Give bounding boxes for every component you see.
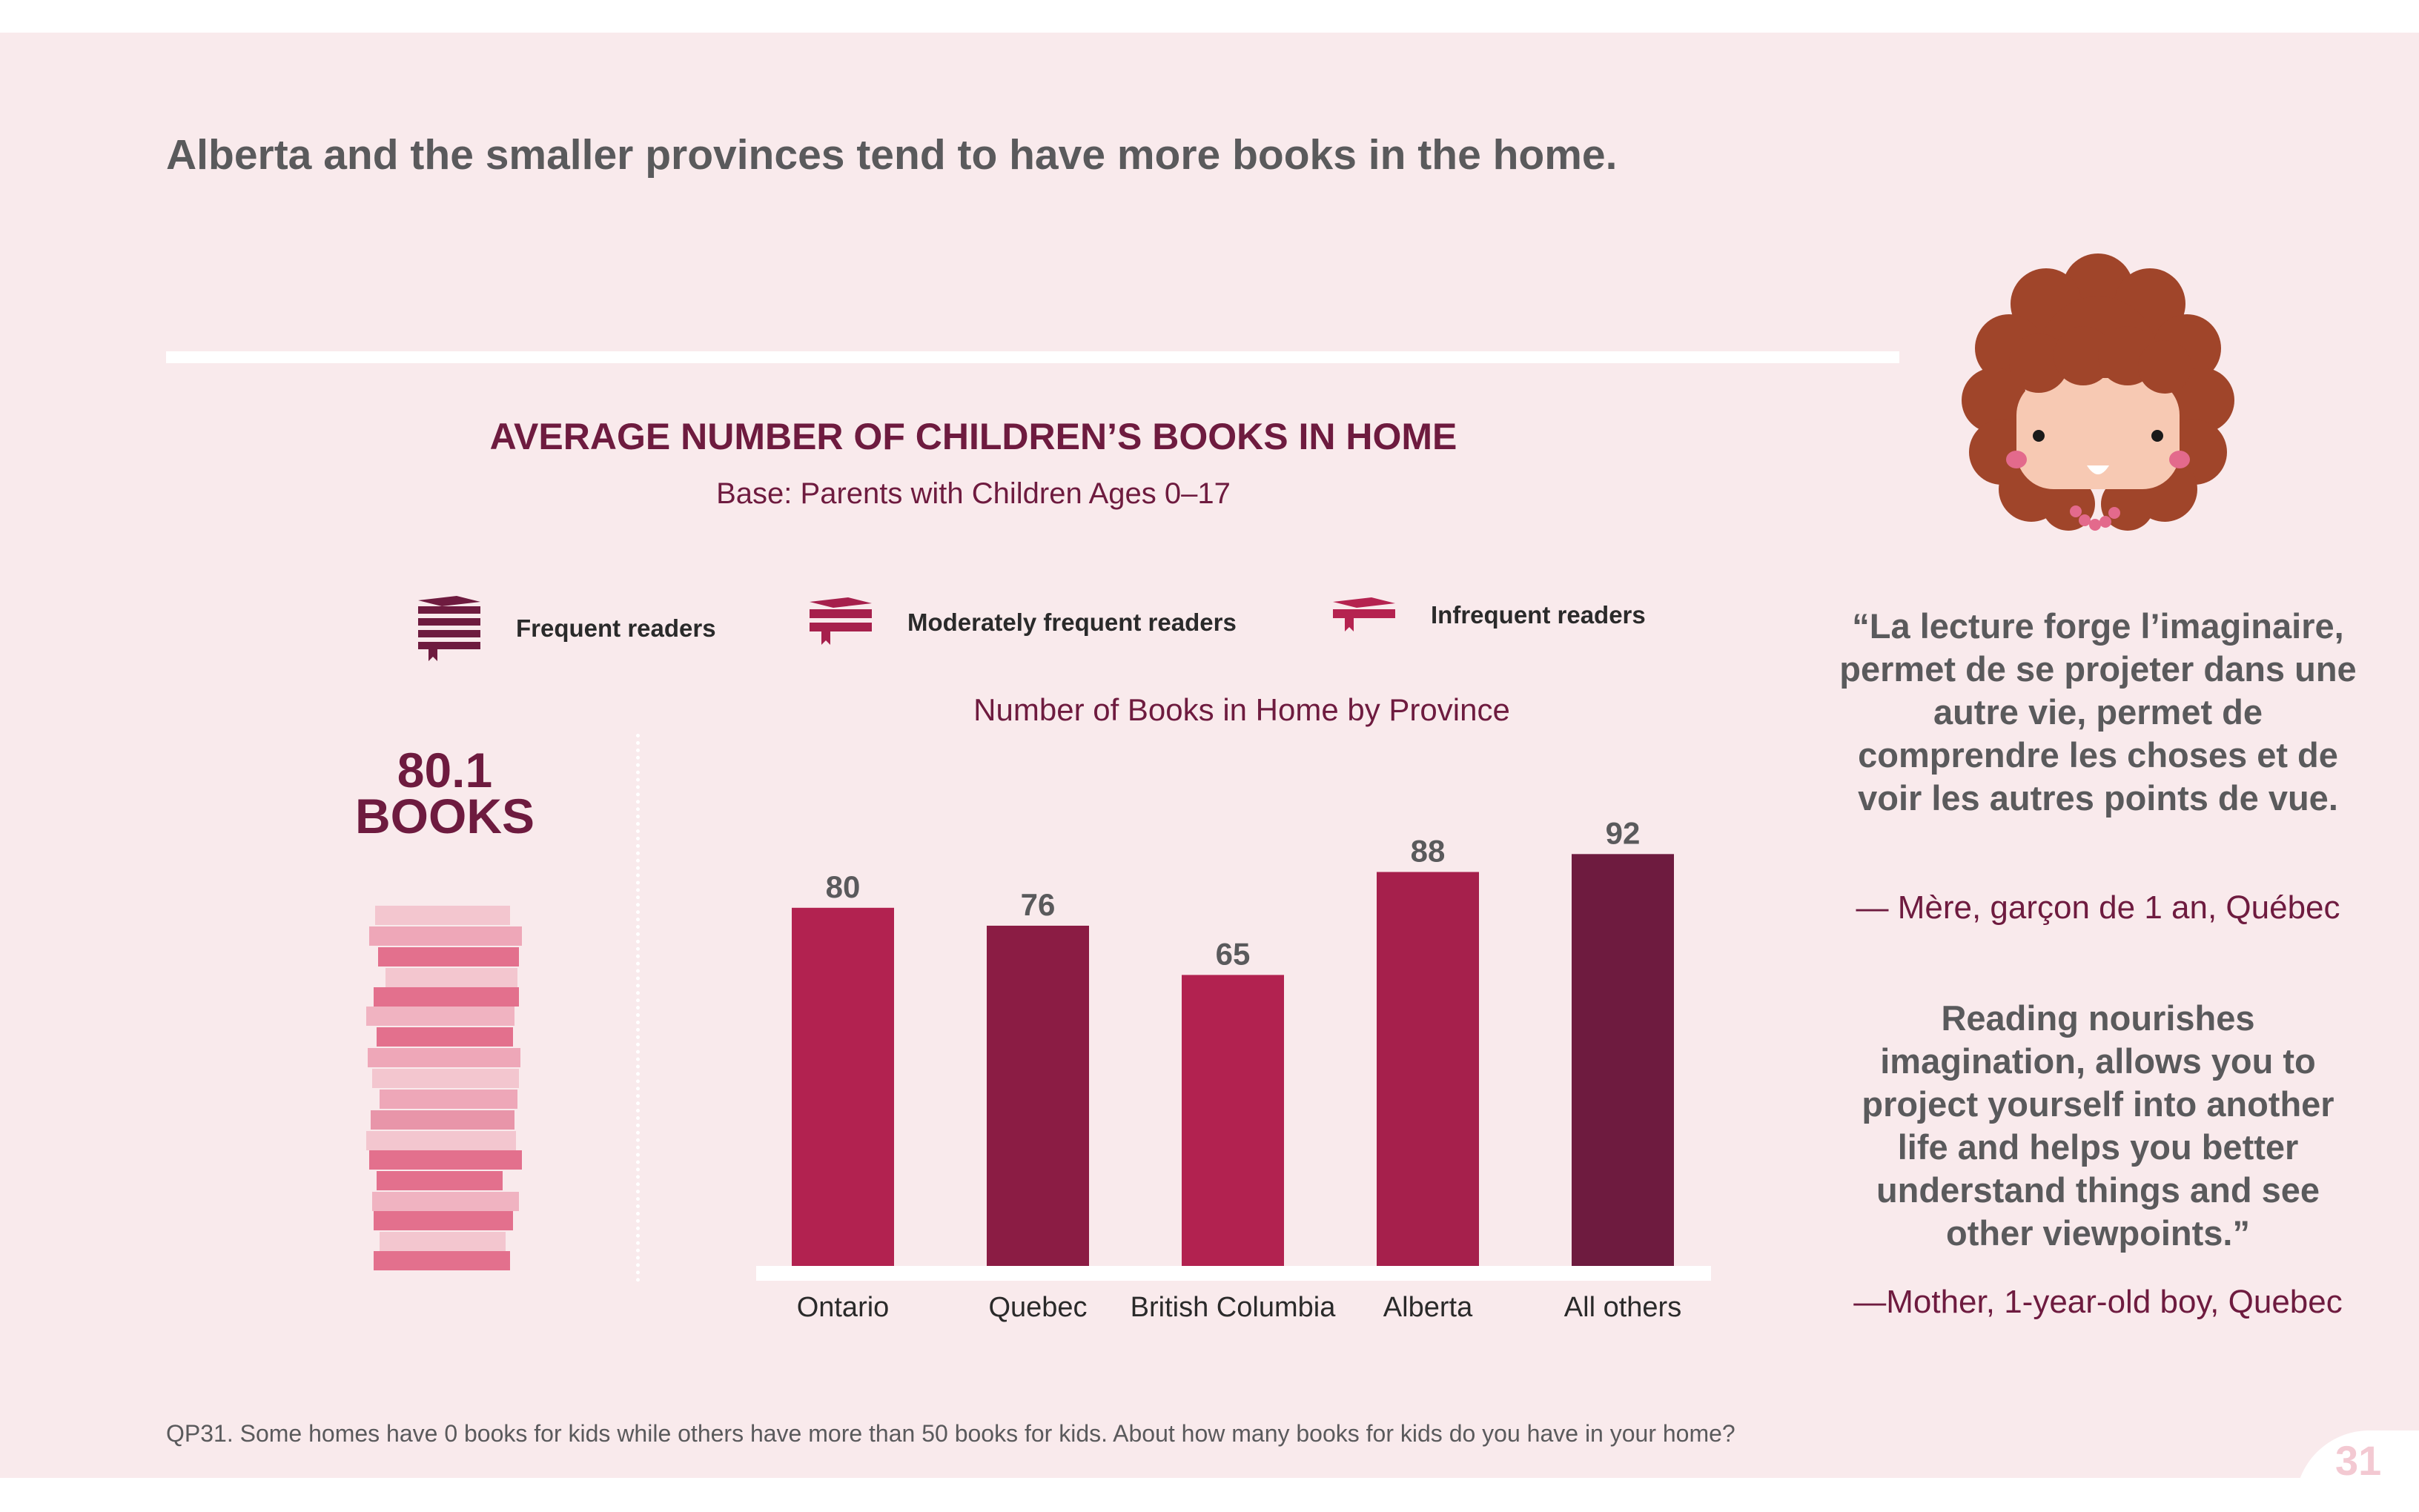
overall-average-unit: BOOKS <box>354 789 535 843</box>
legend-infrequent: Infrequent readers <box>1327 593 1646 637</box>
book-single-icon <box>1333 597 1395 631</box>
chart-subtitle: Base: Parents with Children Ages 0–17 <box>716 477 1231 510</box>
footnote: QP31. Some homes have 0 books for kids w… <box>166 1420 1735 1447</box>
girl-illustration <box>1962 253 2234 531</box>
data-label: 65 <box>1216 936 1251 971</box>
chart-main-title: AVERAGE NUMBER OF CHILDREN’S BOOKS IN HO… <box>489 416 1457 457</box>
data-label: 76 <box>1021 887 1056 922</box>
legend-frequent: Frequent readers <box>412 593 716 664</box>
category-label: Quebec <box>988 1292 1087 1323</box>
data-label: 92 <box>1606 815 1641 850</box>
legend-frequent-label: Frequent readers <box>516 614 716 642</box>
quote-french: “La lecture forge l’imaginaire, permet d… <box>1839 606 2357 818</box>
quote-french-attribution: — Mère, garçon de 1 an, Québec <box>1856 889 2340 926</box>
book-stack-illustration <box>363 906 534 1272</box>
data-label: 80 <box>826 869 861 904</box>
legend-infrequent-label: Infrequent readers <box>1431 601 1646 629</box>
quote-english: Reading nourishes imagination, allows yo… <box>1862 998 2334 1253</box>
quote-english-attribution: —Mother, 1-year-old boy, Quebec <box>1853 1284 2343 1320</box>
book-stack-icon <box>418 596 480 661</box>
legend-moderate: Moderately frequent readers <box>804 593 1237 652</box>
bar-quebec <box>987 925 1089 1266</box>
bar-all-others <box>1572 854 1674 1266</box>
legend-moderate-label: Moderately frequent readers <box>907 609 1237 636</box>
overall-average-value: 80.1 <box>397 743 493 798</box>
bar-alberta <box>1377 872 1479 1266</box>
dotted-separator <box>636 734 640 1282</box>
book-pair-icon <box>810 597 872 645</box>
bar-chart-title: Number of Books in Home by Province <box>973 692 1510 727</box>
divider-rule <box>166 351 1899 363</box>
bar-british-columbia <box>1182 975 1284 1266</box>
category-label: Alberta <box>1383 1292 1473 1323</box>
x-axis-baseline <box>756 1266 1711 1281</box>
page-number: 31 <box>2335 1437 2382 1484</box>
overall-average: 80.1 BOOKS <box>326 743 563 843</box>
category-label: British Columbia <box>1131 1292 1337 1323</box>
data-label: 88 <box>1411 833 1446 868</box>
category-label: All others <box>1564 1292 1681 1323</box>
page-headline: Alberta and the smaller provinces tend t… <box>166 131 1618 179</box>
bar-ontario <box>792 907 894 1266</box>
category-label: Ontario <box>797 1292 890 1323</box>
